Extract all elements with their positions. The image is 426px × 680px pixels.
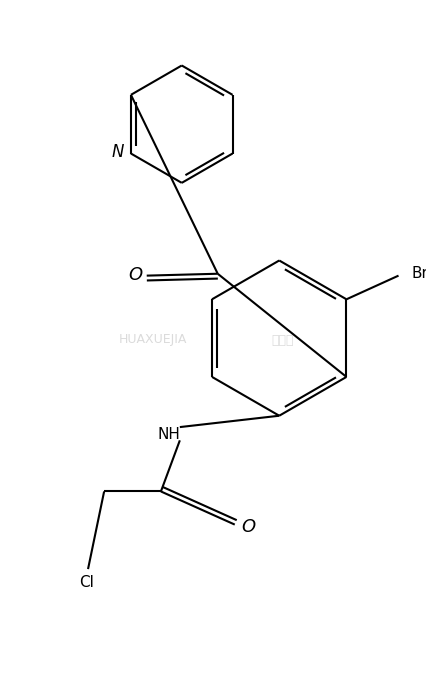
Text: O: O bbox=[128, 266, 142, 284]
Text: N: N bbox=[112, 143, 124, 160]
Text: Br: Br bbox=[412, 267, 426, 282]
Text: NH: NH bbox=[157, 427, 180, 442]
Text: O: O bbox=[241, 518, 255, 537]
Text: 化学加: 化学加 bbox=[271, 333, 294, 347]
Text: Cl: Cl bbox=[79, 575, 94, 590]
Text: HUAXUEJIA: HUAXUEJIA bbox=[119, 333, 187, 347]
